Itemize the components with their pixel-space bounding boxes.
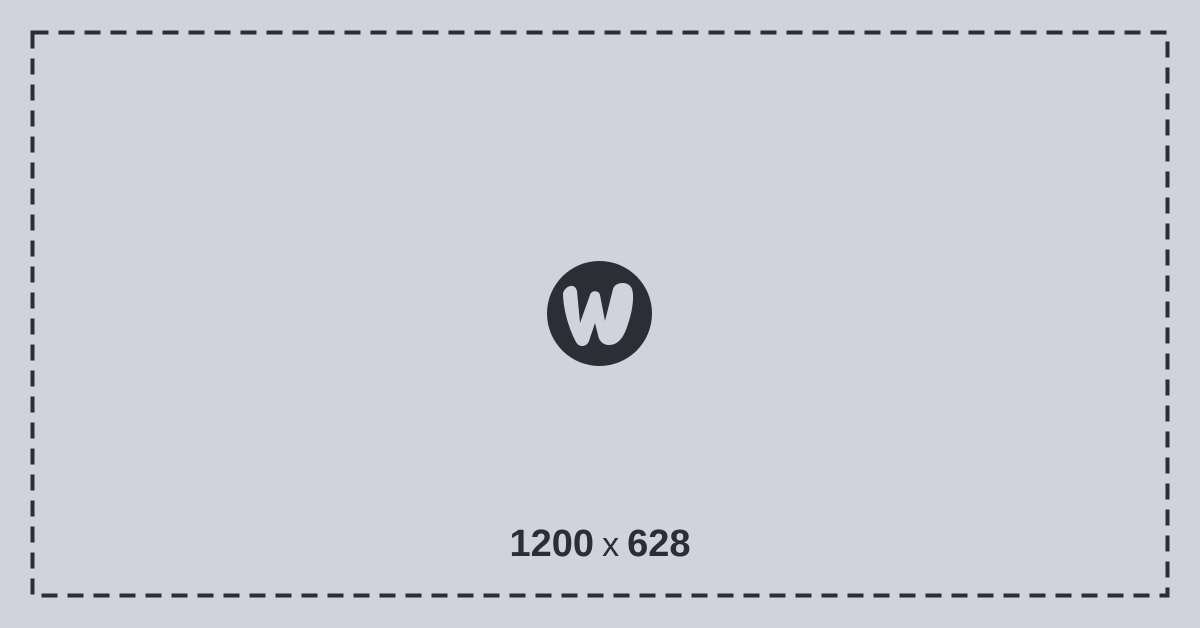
w-logo-icon [547,261,652,366]
width-value: 1200 [509,523,595,565]
height-value: 628 [627,523,691,565]
dimensions-label: 1200 x 628 [0,520,1200,569]
dimensions-separator: x [602,526,620,564]
